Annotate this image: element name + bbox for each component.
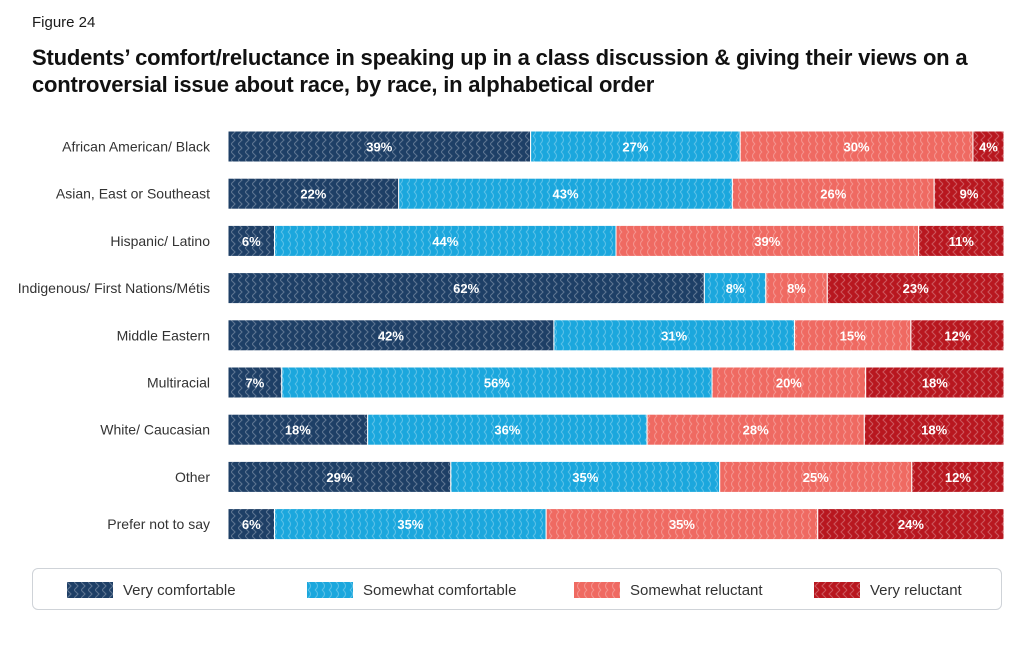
category-labels: African American/ Black Asian, East or So… xyxy=(18,139,211,533)
data-label: 39% xyxy=(754,234,780,249)
data-label: 20% xyxy=(776,376,802,391)
data-label: 43% xyxy=(553,187,579,202)
legend-swatch-somewhat-comfortable xyxy=(307,582,353,598)
legend-swatch-very-reluctant xyxy=(814,582,860,598)
data-label: 25% xyxy=(803,470,829,485)
category-label: African American/ Black xyxy=(62,139,211,155)
bar-very-reluctant xyxy=(972,130,1005,163)
bar-somewhat-reluctant xyxy=(739,130,974,163)
legend-label: Somewhat comfortable xyxy=(363,581,517,599)
bar-somewhat-comfortable xyxy=(450,460,721,493)
data-label: 44% xyxy=(432,234,458,249)
data-label: 4% xyxy=(979,140,998,155)
data-label: 29% xyxy=(326,470,352,485)
data-label: 35% xyxy=(669,517,695,532)
bar-very-comfortable xyxy=(227,413,369,446)
legend-item-very-comfortable: Very comfortable xyxy=(67,581,236,599)
bar-very-reluctant xyxy=(933,177,1005,210)
category-label: Other xyxy=(175,469,210,485)
data-label: 26% xyxy=(820,187,846,202)
bar-very-reluctant xyxy=(911,460,1005,493)
legend-label: Very reluctant xyxy=(870,581,962,599)
data-label: 36% xyxy=(494,423,520,438)
bars xyxy=(227,130,1005,541)
value-labels: 39% 27% 30% 4% 22% 43% 26% 9% 6% 44% 39% 11% 62% 8% 8%… xyxy=(242,140,998,533)
data-label: 18% xyxy=(285,423,311,438)
bar-somewhat-comfortable xyxy=(703,272,767,305)
bar-somewhat-reluctant xyxy=(615,224,920,257)
data-label: 28% xyxy=(743,423,769,438)
bar-very-comfortable xyxy=(227,319,555,352)
bar-very-reluctant xyxy=(826,272,1005,305)
data-label: 35% xyxy=(397,517,423,532)
bar-somewhat-comfortable xyxy=(274,508,547,541)
category-label: Asian, East or Southeast xyxy=(56,186,210,202)
data-label: 12% xyxy=(944,328,970,343)
data-label: 39% xyxy=(366,140,392,155)
category-label: Indigenous/ First Nations/Métis xyxy=(18,280,210,296)
data-label: 35% xyxy=(572,470,598,485)
category-label: Middle Eastern xyxy=(117,327,210,343)
legend-swatch-very-comfortable xyxy=(67,582,113,598)
bar-somewhat-comfortable xyxy=(398,177,733,210)
bar-somewhat-reluctant xyxy=(765,272,828,305)
data-label: 8% xyxy=(726,281,745,296)
legend-label: Very comfortable xyxy=(123,581,236,599)
category-label: White/ Caucasian xyxy=(100,422,210,438)
bar-somewhat-reluctant xyxy=(793,319,912,352)
bar-somewhat-comfortable xyxy=(553,319,795,352)
bar-very-reluctant xyxy=(865,366,1005,399)
data-label: 12% xyxy=(945,470,971,485)
bar-very-reluctant xyxy=(817,508,1005,541)
bar-somewhat-reluctant xyxy=(719,460,913,493)
bar-somewhat-reluctant xyxy=(711,366,867,399)
data-label: 11% xyxy=(949,234,975,249)
data-label: 18% xyxy=(921,423,947,438)
category-label: Multiracial xyxy=(147,375,210,391)
bar-very-comfortable xyxy=(227,272,705,305)
data-label: 24% xyxy=(898,517,924,532)
data-label: 18% xyxy=(922,376,948,391)
chart-title: Students’ comfort/reluctance in speaking… xyxy=(32,45,968,97)
bar-very-reluctant xyxy=(910,319,1005,352)
bar-very-comfortable xyxy=(227,366,283,399)
category-label: Prefer not to say xyxy=(107,516,210,532)
data-label: 27% xyxy=(622,140,648,155)
legend-item-somewhat-comfortable: Somewhat comfortable xyxy=(307,581,516,599)
bar-very-comfortable xyxy=(227,508,276,541)
legend: Very comfortable Somewhat comfortable So… xyxy=(32,568,1002,610)
data-label: 56% xyxy=(484,376,510,391)
data-label: 23% xyxy=(903,281,929,296)
legend-item-somewhat-reluctant: Somewhat reluctant xyxy=(574,581,763,599)
data-label: 6% xyxy=(242,517,261,532)
figure-label: Figure 24 xyxy=(32,14,96,31)
data-label: 6% xyxy=(242,234,261,249)
bar-somewhat-comfortable xyxy=(281,366,713,399)
category-label: Hispanic/ Latino xyxy=(110,233,210,249)
stacked-bar-chart: African American/ Black Asian, East or So… xyxy=(18,130,1005,541)
bar-somewhat-reluctant xyxy=(731,177,935,210)
bar-very-reluctant xyxy=(918,224,1005,257)
data-label: 15% xyxy=(840,328,866,343)
data-label: 7% xyxy=(245,376,264,391)
legend-swatch-somewhat-reluctant xyxy=(574,582,620,598)
legend-label: Somewhat reluctant xyxy=(630,581,763,599)
bar-somewhat-comfortable xyxy=(274,224,617,257)
bar-somewhat-comfortable xyxy=(530,130,741,163)
data-label: 22% xyxy=(300,187,326,202)
legend-item-very-reluctant: Very reluctant xyxy=(814,581,962,599)
data-label: 31% xyxy=(661,328,687,343)
data-label: 9% xyxy=(960,187,979,202)
bar-somewhat-reluctant xyxy=(646,413,865,446)
data-label: 42% xyxy=(378,328,404,343)
bar-very-reluctant xyxy=(863,413,1005,446)
data-label: 62% xyxy=(453,281,479,296)
data-label: 30% xyxy=(844,140,870,155)
bar-very-comfortable xyxy=(227,177,400,210)
data-label: 8% xyxy=(787,281,806,296)
